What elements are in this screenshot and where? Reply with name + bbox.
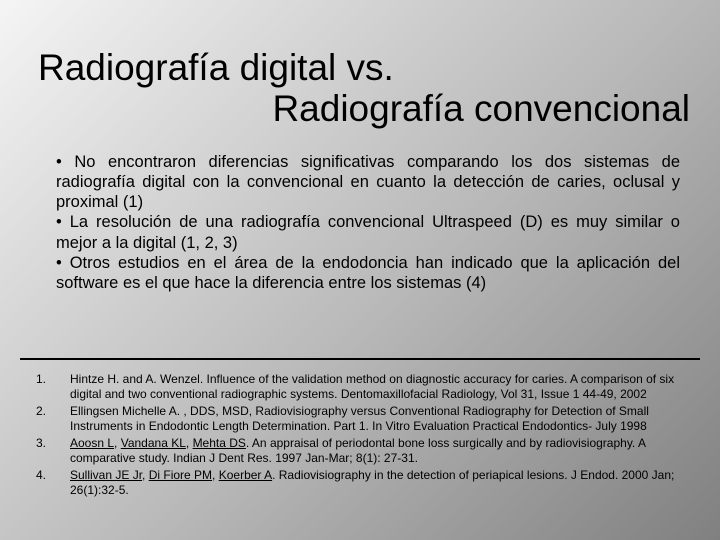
title-line-1: Radiografía digital vs.	[38, 48, 700, 89]
body-text: • No encontraron diferencias significati…	[56, 152, 680, 293]
ref4-author-2: Di Fiore PM	[149, 468, 212, 482]
reference-1: 1. Hintze H. and A. Wenzel. Influence of…	[36, 372, 690, 402]
bullet-3: • Otros estudios en el área de la endodo…	[56, 253, 680, 293]
references-block: 1. Hintze H. and A. Wenzel. Influence of…	[36, 372, 690, 500]
slide: Radiografía digital vs. Radiografía conv…	[0, 0, 720, 540]
ref-num-2: 2.	[36, 404, 70, 434]
title-line-2: Radiografía convencional	[38, 89, 700, 130]
ref3-author-1: Aoosn L	[70, 436, 114, 450]
ref3-author-2: Vandana KL	[121, 436, 186, 450]
ref-text-3: Aoosn L, Vandana KL, Mehta DS. An apprai…	[70, 436, 690, 466]
reference-3: 3. Aoosn L, Vandana KL, Mehta DS. An app…	[36, 436, 690, 466]
ref-num-3: 3.	[36, 436, 70, 466]
ref4-author-3: Koerber A	[219, 468, 272, 482]
ref-num-4: 4.	[36, 468, 70, 498]
ref-text-1: Hintze H. and A. Wenzel. Influence of th…	[70, 372, 690, 402]
ref-num-1: 1.	[36, 372, 70, 402]
reference-2: 2. Ellingsen Michelle A. , DDS, MSD, Rad…	[36, 404, 690, 434]
reference-4: 4. Sullivan JE Jr, Di Fiore PM, Koerber …	[36, 468, 690, 498]
divider-line	[20, 358, 700, 360]
ref4-author-1: Sullivan JE Jr	[70, 468, 142, 482]
ref3-comma-1: ,	[114, 436, 121, 450]
ref3-author-3: Mehta DS	[193, 436, 246, 450]
ref4-comma-2: ,	[212, 468, 219, 482]
ref3-comma-2: ,	[186, 436, 193, 450]
ref4-comma-1: ,	[142, 468, 149, 482]
bullet-1: • No encontraron diferencias significati…	[56, 152, 680, 212]
bullet-2: • La resolución de una radiografía conve…	[56, 212, 680, 252]
title-block: Radiografía digital vs. Radiografía conv…	[38, 48, 700, 129]
ref-text-2: Ellingsen Michelle A. , DDS, MSD, Radiov…	[70, 404, 690, 434]
ref-text-4: Sullivan JE Jr, Di Fiore PM, Koerber A. …	[70, 468, 690, 498]
